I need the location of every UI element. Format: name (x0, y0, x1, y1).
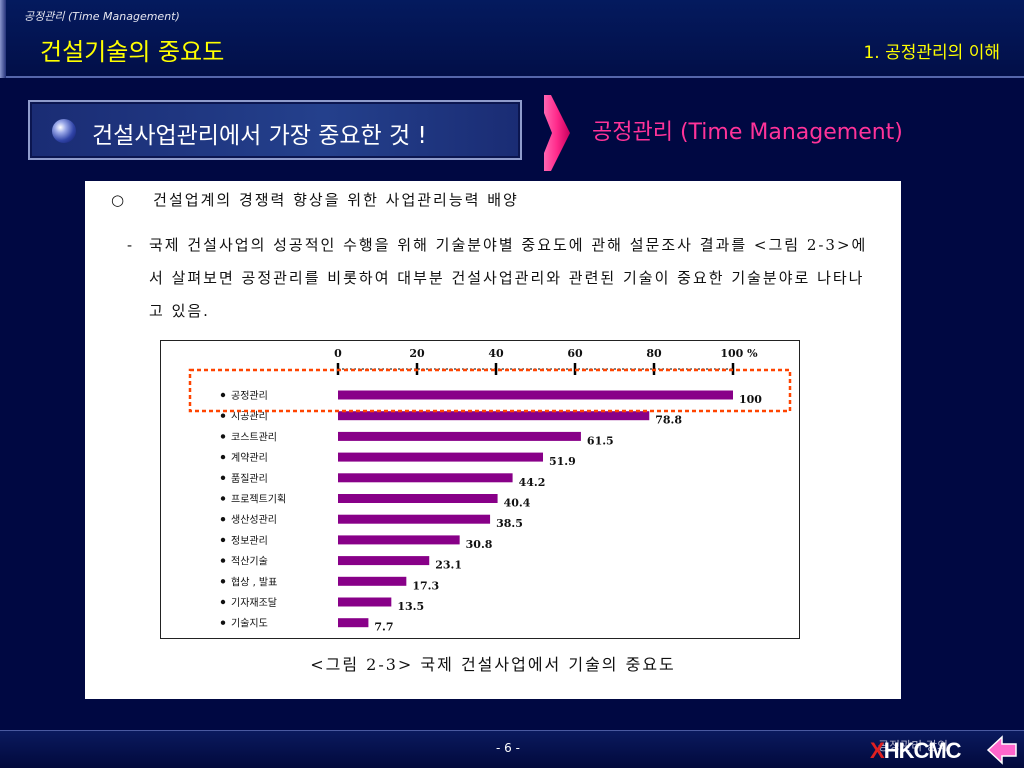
category-bullet (220, 599, 226, 605)
paragraph-heading-text: 건설업계의 경쟁력 향상을 위한 사업관리능력 배양 (153, 191, 519, 209)
bar (338, 473, 513, 483)
x-tick-label: 100 % (720, 347, 758, 360)
category-bullet (220, 579, 226, 584)
category-label: 생산성관리 (231, 514, 277, 526)
category-bullet (220, 392, 226, 398)
value-label: 44.2 (519, 476, 546, 489)
value-label: 40.4 (504, 497, 531, 510)
bar (338, 535, 460, 545)
circle-bullet: ○ (111, 191, 127, 209)
category-label: 계약관리 (231, 452, 268, 464)
back-arrow-icon[interactable] (986, 735, 1018, 765)
value-label: 38.5 (496, 517, 523, 530)
highlight-box (188, 368, 792, 413)
value-label: 61.5 (587, 434, 614, 447)
chart-frame: 0 20 40 60 80 100 % 공정관리 100 시공관리 78.8 코스트관리 61.5 계약… (160, 340, 800, 639)
category-bullet (220, 413, 226, 418)
bar (338, 494, 498, 503)
category-bullet (220, 454, 226, 460)
category-bullet (220, 475, 226, 480)
footer-bar: - 6 - 공정관리 강의 XHKCMC (0, 730, 1024, 768)
value-label: 51.9 (549, 455, 576, 468)
right-arrow-icon (544, 95, 570, 171)
x-tick-label: 80 (646, 347, 662, 360)
value-label: 78.8 (655, 414, 682, 427)
footer-watermark-text: 공정관리 강의 (878, 739, 949, 753)
category-bullet (220, 620, 226, 625)
bar (338, 390, 733, 400)
bar (338, 514, 491, 524)
category-bullet (220, 434, 226, 439)
category-label: 기자재조달 (231, 597, 277, 609)
bar (338, 556, 430, 566)
bullet-sphere-icon (52, 119, 76, 143)
paragraph-body-text: 국제 건설사업의 성공적인 수행을 위해 기술분야별 중요도에 관해 설문조사 … (149, 236, 868, 320)
category-label: 코스트관리 (231, 431, 277, 443)
category-label: 협상 , 발표 (231, 575, 277, 588)
logo-text: HKCMC (883, 738, 962, 763)
x-tick-label: 20 (409, 347, 425, 360)
bar (338, 411, 650, 421)
logo-mark: X (870, 738, 885, 763)
value-label: 7.7 (374, 621, 393, 634)
value-label: 100 (739, 393, 762, 406)
figure-caption: <그림 2-3> 국제 건설사업에서 기술의 중요도 (310, 655, 676, 674)
category-label: 품질관리 (231, 473, 268, 485)
category-bullet (220, 496, 226, 501)
header-accent-bar (0, 0, 6, 78)
page-title: 건설기술의 중요도 (40, 38, 225, 66)
value-label: 30.8 (466, 538, 493, 551)
value-label: 23.1 (435, 559, 462, 572)
category-label: 프로젝트기획 (231, 494, 286, 506)
time-management-label: 공정관리 (Time Management) (592, 120, 903, 145)
category-bullet (220, 558, 226, 563)
category-label: 시공관리 (231, 411, 268, 423)
bar (338, 452, 544, 462)
topic-text: 건설사업관리에서 가장 중요한 것 ! (92, 123, 427, 149)
category-label: 기술지도 (231, 618, 268, 630)
value-label: 13.5 (397, 600, 424, 613)
page-number: - 6 - (496, 741, 520, 755)
paragraph-heading: ○ 건설업계의 경쟁력 향상을 위한 사업관리능력 배양 (111, 189, 519, 210)
value-label: 17.3 (412, 579, 439, 592)
header-bar: 공정관리 (Time Management) 건설기술의 중요도 1. 공정관리… (0, 0, 1024, 78)
paragraph-body: - 국제 건설사업의 성공적인 수행을 위해 기술분야별 중요도에 관해 설문조… (127, 229, 877, 328)
category-label: 적산기술 (231, 556, 268, 568)
hkcmc-logo: XHKCMC (870, 738, 962, 764)
breadcrumb: 공정관리 (Time Management) (24, 10, 180, 23)
bar (338, 431, 581, 441)
category-label: 정보관리 (231, 535, 268, 547)
category-bullet (220, 537, 226, 543)
dash-bullet: - (127, 236, 135, 254)
document-figure: ○ 건설업계의 경쟁력 향상을 위한 사업관리능력 배양 - 국제 건설사업의 … (85, 181, 901, 699)
bar (338, 618, 369, 628)
importance-bar-chart: 0 20 40 60 80 100 % 공정관리 100 시공관리 78.8 코스트관리 61.5 계약… (188, 347, 792, 634)
x-tick-label: 0 (334, 347, 342, 360)
topic-banner: 건설사업관리에서 가장 중요한 것 ! (28, 100, 522, 160)
section-title: 1. 공정관리의 이해 (863, 43, 1000, 63)
bar (338, 576, 407, 586)
category-label: 공정관리 (231, 390, 268, 402)
category-bullet (220, 517, 226, 522)
x-tick-label: 40 (488, 347, 504, 360)
x-tick-label: 60 (567, 347, 583, 360)
bar (338, 597, 392, 607)
